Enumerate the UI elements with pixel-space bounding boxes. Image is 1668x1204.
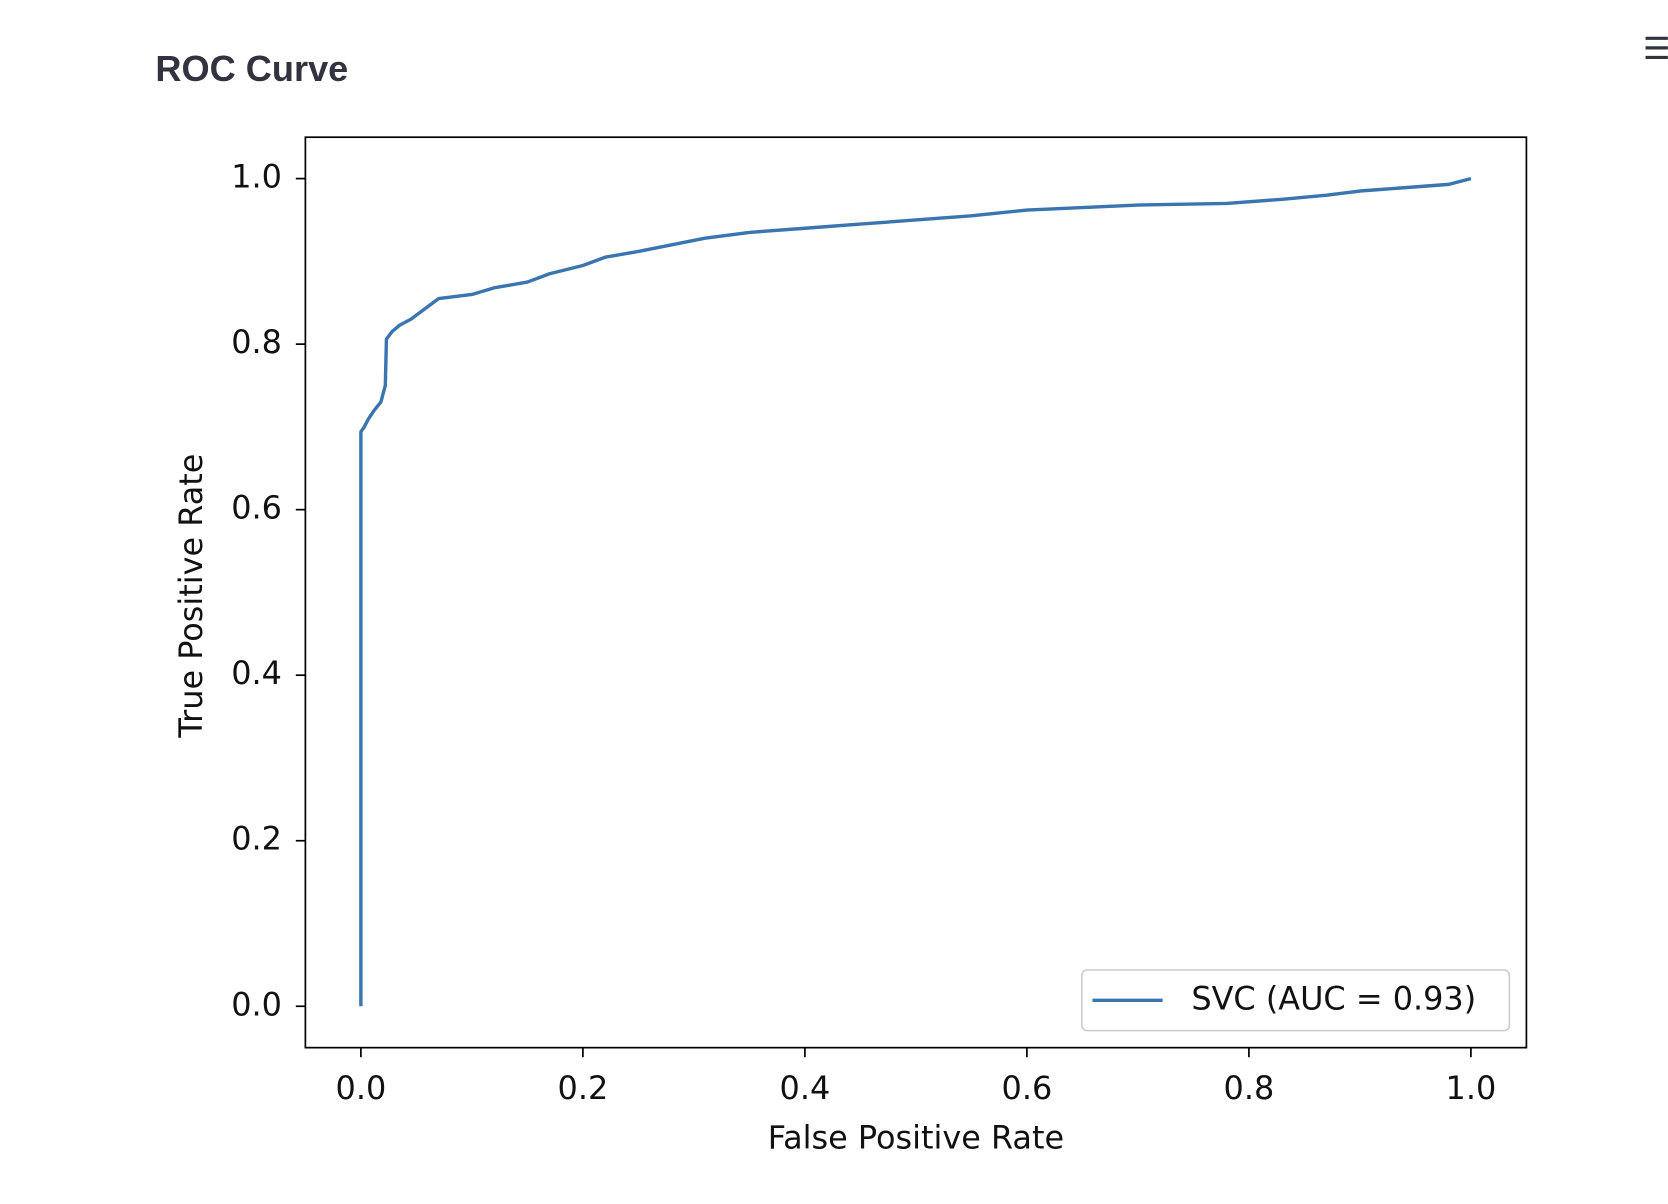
y-tick-label: 0.2 (231, 820, 282, 858)
y-tick-label: 0.6 (231, 489, 282, 527)
y-axis-label: True Positive Rate (172, 454, 210, 739)
y-tick-label: 0.8 (231, 323, 282, 361)
roc-line (359, 176, 1472, 1007)
x-tick-label: 0.0 (336, 1069, 387, 1107)
plot-frame (304, 136, 1528, 1049)
x-tick-label: 0.8 (1224, 1069, 1275, 1107)
y-tick-label: 0.0 (231, 985, 282, 1023)
menu-icon[interactable] (1645, 36, 1668, 60)
page-title: ROC Curve (155, 48, 348, 89)
x-axis-label: False Positive Rate (768, 1119, 1064, 1157)
y-tick-label: 0.4 (231, 654, 282, 692)
legend: SVC (AUC = 0.93) (1081, 969, 1511, 1032)
y-tick-label: 1.0 (231, 158, 282, 196)
x-tick-label: 0.2 (558, 1069, 609, 1107)
legend-box (1081, 969, 1511, 1032)
x-tick-label: 0.6 (1002, 1069, 1053, 1107)
x-tick-label: 1.0 (1446, 1069, 1497, 1107)
legend-label: SVC (AUC = 0.93) (1191, 979, 1476, 1017)
x-tick-label: 0.4 (780, 1069, 831, 1107)
